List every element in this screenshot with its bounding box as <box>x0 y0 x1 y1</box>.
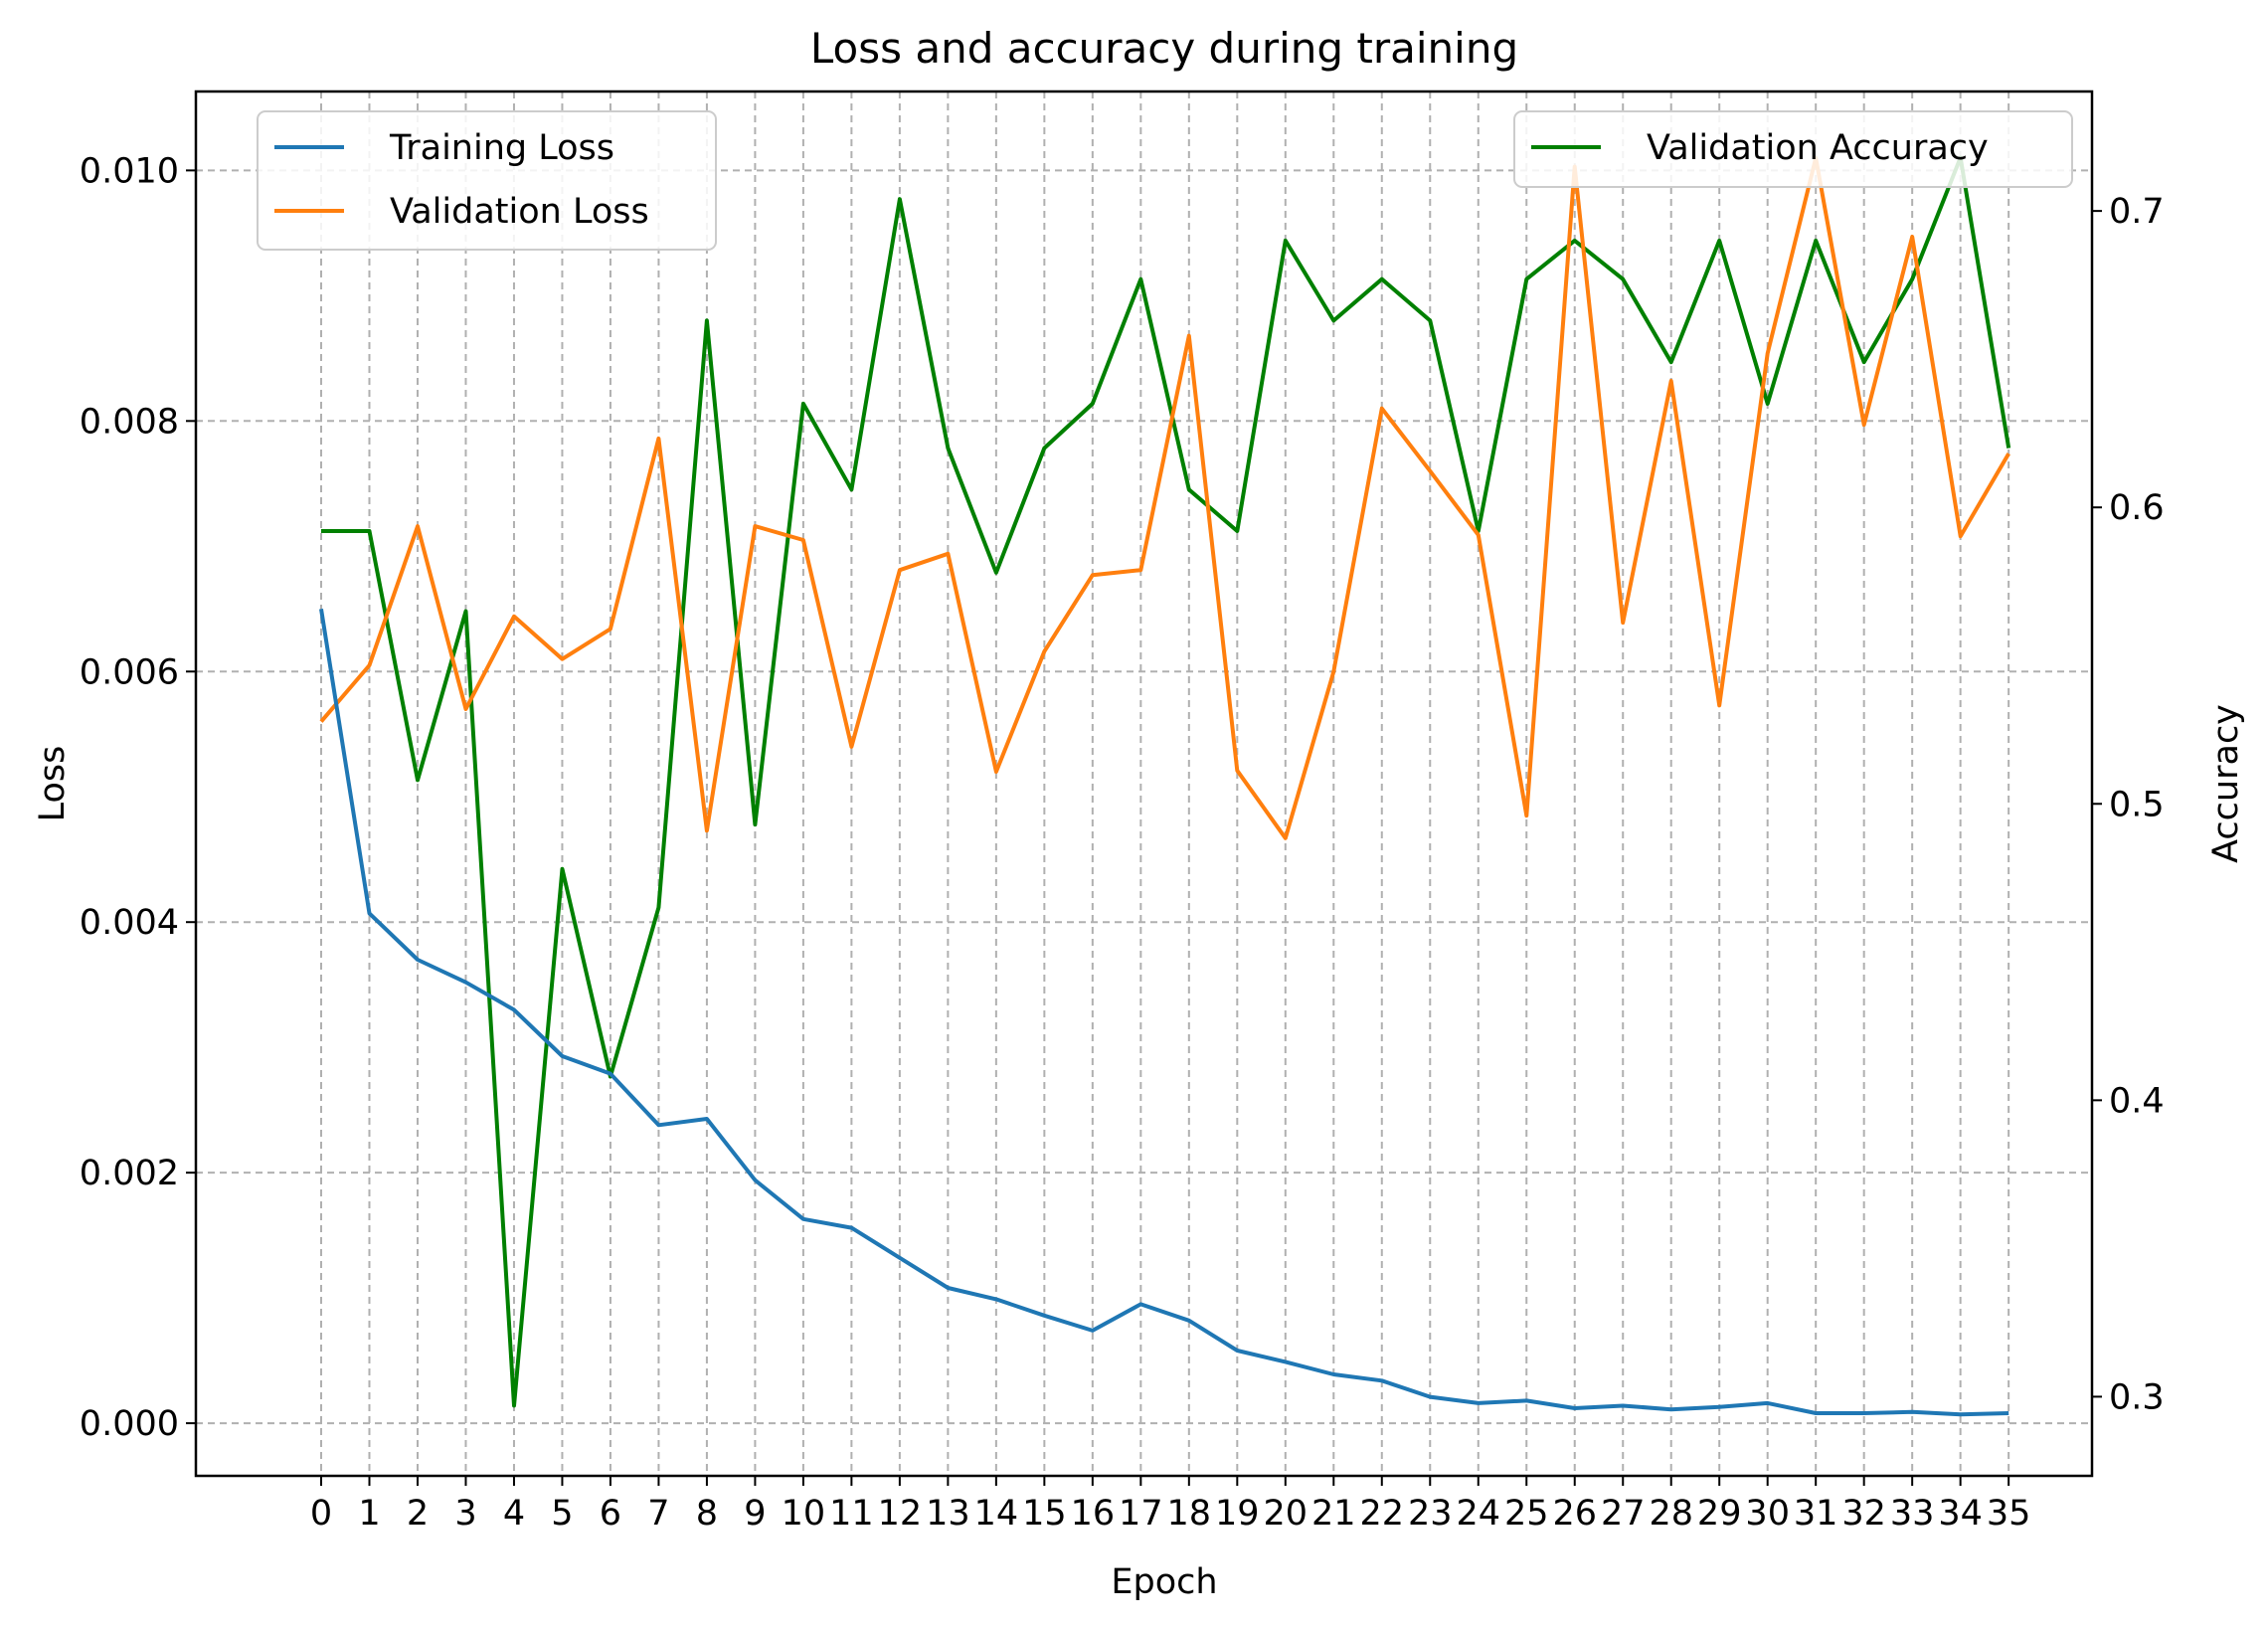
series-layer <box>319 155 2011 1417</box>
x-tick-label: 5 <box>551 1494 573 1534</box>
left-tick-label: 0.002 <box>80 1154 179 1193</box>
series-line-validation-loss <box>319 155 2010 840</box>
series-line-validation-accuracy <box>321 155 2011 1408</box>
right-tick-label: 0.5 <box>2109 785 2165 824</box>
x-tick-label: 31 <box>1794 1494 1838 1534</box>
right-axis-ticks: 0.3 0.4 0.5 0.6 0.7 <box>2092 192 2165 1417</box>
x-tick-label: 15 <box>1022 1494 1067 1534</box>
series-line-training-loss <box>319 608 2009 1417</box>
x-tick-label: 0 <box>310 1494 332 1534</box>
left-axis-label: Loss <box>33 746 73 822</box>
x-tick-label: 24 <box>1456 1494 1500 1534</box>
x-tick-label: 23 <box>1408 1494 1453 1534</box>
x-tick-label: 11 <box>829 1494 874 1534</box>
x-tick-label: 3 <box>454 1494 476 1534</box>
x-tick-label: 1 <box>358 1494 380 1534</box>
x-tick-label: 4 <box>503 1494 525 1534</box>
x-tick-label: 6 <box>600 1494 621 1534</box>
right-tick-label: 0.7 <box>2109 192 2165 232</box>
x-tick-label: 27 <box>1601 1494 1646 1534</box>
x-tick-label: 8 <box>696 1494 718 1534</box>
x-tick-label: 10 <box>782 1494 826 1534</box>
right-tick-label: 0.6 <box>2109 488 2165 528</box>
right-tick-label: 0.3 <box>2109 1377 2165 1417</box>
x-tick-label: 26 <box>1552 1494 1597 1534</box>
legend-label-validation-accuracy: Validation Accuracy <box>1647 128 1989 168</box>
left-tick-label: 0.010 <box>80 151 179 191</box>
x-tick-label: 16 <box>1071 1494 1116 1534</box>
left-tick-label: 0.006 <box>80 652 179 692</box>
x-tick-label: 20 <box>1264 1494 1308 1534</box>
left-tick-label: 0.000 <box>80 1404 179 1444</box>
x-tick-label: 9 <box>744 1494 766 1534</box>
x-tick-label: 25 <box>1504 1494 1549 1534</box>
x-axis-ticks: 0 1 2 3 4 5 6 7 8 9 10 11 12 13 14 15 16 17 18 19 20 21 22 23 24… <box>310 1476 2031 1534</box>
x-tick-label: 7 <box>647 1494 669 1534</box>
x-tick-label: 28 <box>1649 1494 1693 1534</box>
right-tick-label: 0.4 <box>2109 1081 2165 1121</box>
chart-title: Loss and accuracy during training <box>810 24 1518 73</box>
right-axis-label: Accuracy <box>2206 704 2246 863</box>
plot-frame <box>194 90 2094 1478</box>
x-tick-label: 30 <box>1745 1494 1790 1534</box>
x-tick-label: 21 <box>1311 1494 1356 1534</box>
legend-label-validation-loss: Validation Loss <box>390 192 649 232</box>
x-tick-label: 13 <box>926 1494 970 1534</box>
x-tick-label: 32 <box>1841 1494 1886 1534</box>
left-tick-label: 0.008 <box>80 402 179 442</box>
x-tick-label: 19 <box>1215 1494 1260 1534</box>
legend-left: Training Loss Validation Loss <box>257 110 717 251</box>
left-axis-ticks: 0.000 0.002 0.004 0.006 0.008 0.010 <box>80 151 196 1444</box>
x-tick-label: 2 <box>407 1494 429 1534</box>
x-tick-label: 29 <box>1697 1494 1742 1534</box>
x-tick-label: 35 <box>1987 1494 2031 1534</box>
x-tick-label: 14 <box>974 1494 1019 1534</box>
x-tick-label: 33 <box>1890 1494 1935 1534</box>
x-axis-label: Epoch <box>1111 1562 1217 1602</box>
grid-lines <box>196 91 2092 1476</box>
x-tick-label: 34 <box>1938 1494 1983 1534</box>
x-tick-label: 18 <box>1167 1494 1212 1534</box>
legend-label-training-loss: Training Loss <box>389 128 614 168</box>
legend-left-box <box>257 110 717 251</box>
legend-right-box <box>1513 110 2073 188</box>
x-tick-label: 17 <box>1119 1494 1163 1534</box>
legend-right: Validation Accuracy <box>1513 110 2073 188</box>
left-tick-label: 0.004 <box>80 903 179 943</box>
x-tick-label: 22 <box>1360 1494 1405 1534</box>
x-tick-label: 12 <box>878 1494 923 1534</box>
